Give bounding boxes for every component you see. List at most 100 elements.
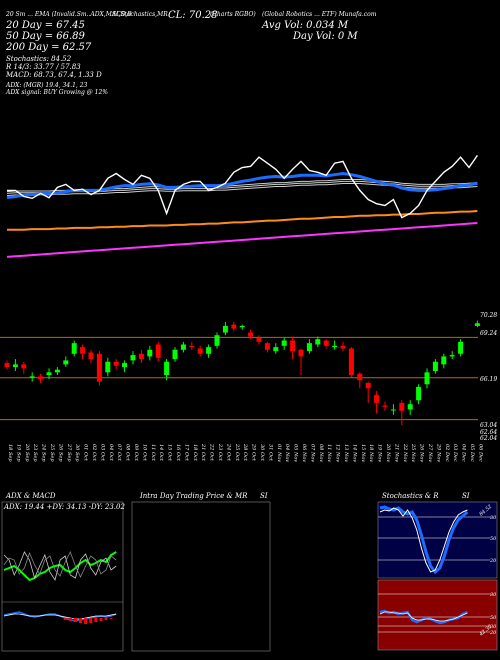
candle-body <box>424 372 430 385</box>
ema-long-line <box>6 222 478 258</box>
date-label: 11 Oct <box>150 444 156 462</box>
candle-body <box>38 376 44 379</box>
ema200-label: 200 Day = 62.57 <box>6 42 92 53</box>
date-label: 21 Oct <box>200 443 206 462</box>
date-label: 28 Oct <box>242 443 248 462</box>
date-label: 10 Oct <box>141 444 147 462</box>
ema20-label: 20 Day = 67.45 <box>6 20 85 31</box>
candle-body <box>374 394 380 403</box>
candle-body <box>248 332 254 337</box>
date-label: 07 Oct <box>116 444 122 462</box>
date-label: 05 Nov <box>293 444 299 462</box>
date-label: 26 Sep <box>57 443 63 462</box>
date-label: 11 Nov <box>326 444 332 462</box>
candle-body <box>290 340 296 352</box>
date-label: 23 Oct <box>217 443 223 462</box>
macd-histogram-bar <box>73 618 77 622</box>
date-label: 21 Nov <box>393 443 399 462</box>
candle-body <box>273 347 279 352</box>
price-chart: 18 Sep 19 Sep 20 Sep 23 Sep 24 Sep 25 Sep 26 S… <box>0 155 483 462</box>
rsi-panel <box>377 579 498 651</box>
stochastic-k-line <box>379 505 469 575</box>
date-label: 27 Sep <box>66 443 72 462</box>
date-label: 06 Dec <box>477 444 483 462</box>
date-label: 01 Nov <box>276 444 282 462</box>
candle-body <box>281 340 287 346</box>
date-label: 30 Sep <box>74 444 80 462</box>
candle-body <box>206 347 212 354</box>
adx-macd-title: ADX & MACD <box>6 492 56 500</box>
date-label: 25 Sep <box>49 443 55 462</box>
date-label: 04 Dec <box>461 444 467 462</box>
macd-histogram-bar <box>99 618 103 621</box>
candle-body <box>416 386 422 401</box>
candle-body <box>399 402 405 411</box>
date-label: 29 Oct <box>251 443 257 462</box>
stochastics-si: SI <box>462 492 470 500</box>
intra-day-si: SI <box>260 492 268 500</box>
stoch-level-label: 20 <box>489 558 497 564</box>
date-label: 15 Nov <box>360 444 366 462</box>
candle-body <box>122 363 128 368</box>
date-label: 18 Nov <box>368 444 374 462</box>
candle-body <box>474 323 480 326</box>
header-indicators: 20 Sm ... EMA (Invalid.Sm..ADX,MACD,B <box>6 11 132 18</box>
candle-body <box>21 364 27 369</box>
candle-body <box>407 404 413 410</box>
macd-signal-line <box>3 613 117 620</box>
price-level-2: 69.24 <box>480 330 498 337</box>
intra-day-panel <box>131 501 271 652</box>
date-label: 25 Oct <box>234 443 240 462</box>
price-level-6: 62.04 <box>480 435 498 442</box>
site-name: (Global Robotics ... ETF) Munafa.com <box>262 11 377 18</box>
candle-body <box>46 372 52 375</box>
candle-body <box>458 341 464 354</box>
stoch-level-label: 80 <box>490 515 497 521</box>
candle-body <box>348 348 354 375</box>
candle-body <box>365 382 371 389</box>
chart-symbol: (Charts RGBO) <box>210 11 256 18</box>
candle-body <box>80 347 86 354</box>
candle-body <box>71 343 77 354</box>
macd-histogram-bar <box>104 618 108 620</box>
candle-body <box>172 349 178 360</box>
date-label: 30 Oct <box>259 444 265 462</box>
date-label: 23 Sep <box>32 443 38 462</box>
macd-value: MACD: 68.73, 67.4, 1.33 D <box>6 71 102 79</box>
candle-body <box>382 405 388 407</box>
adx-line <box>3 550 117 578</box>
header-stochastics: SI,Stochastics,MR <box>112 11 168 18</box>
candle-body <box>189 345 195 348</box>
candle-body <box>239 325 245 328</box>
price-level-1: 70.28 <box>480 312 498 319</box>
candle-body <box>4 363 10 368</box>
date-label: 16 Oct <box>175 444 181 462</box>
rsi-signal-line <box>379 611 468 622</box>
date-label: 09 Oct <box>133 444 139 462</box>
ema200-line <box>7 210 478 231</box>
candle-body <box>298 349 304 357</box>
date-label: 31 Oct <box>267 444 273 462</box>
date-label: 20 Nov <box>385 443 391 462</box>
date-label: 07 Nov <box>309 444 315 462</box>
date-label: 22 Nov <box>402 443 408 462</box>
date-label: 03 Dec <box>452 444 458 462</box>
intra-day-title: Intra Day Trading Price & MR <box>140 492 248 500</box>
candle-body <box>390 409 396 411</box>
macd-histogram-bar <box>63 618 67 620</box>
macd-histogram-bar <box>79 618 82 623</box>
date-label: 18 Oct <box>192 444 198 462</box>
date-label: 01 Oct <box>83 444 89 462</box>
candle-body <box>180 344 186 350</box>
close-price: CL: 70.28 <box>168 10 218 21</box>
macd-histogram-bar <box>68 618 72 621</box>
candle-body <box>332 345 338 348</box>
macd-histogram-bar <box>84 618 88 624</box>
candle-body <box>231 324 237 329</box>
avg-volume: Avg Vol: 0.034 M <box>262 20 349 31</box>
date-label: 04 Oct <box>108 444 114 462</box>
price-level-4: 63.04 <box>480 422 498 429</box>
date-label: 02 Dec <box>444 444 450 462</box>
date-label: 08 Nov <box>318 444 324 462</box>
candle-body <box>432 361 438 372</box>
